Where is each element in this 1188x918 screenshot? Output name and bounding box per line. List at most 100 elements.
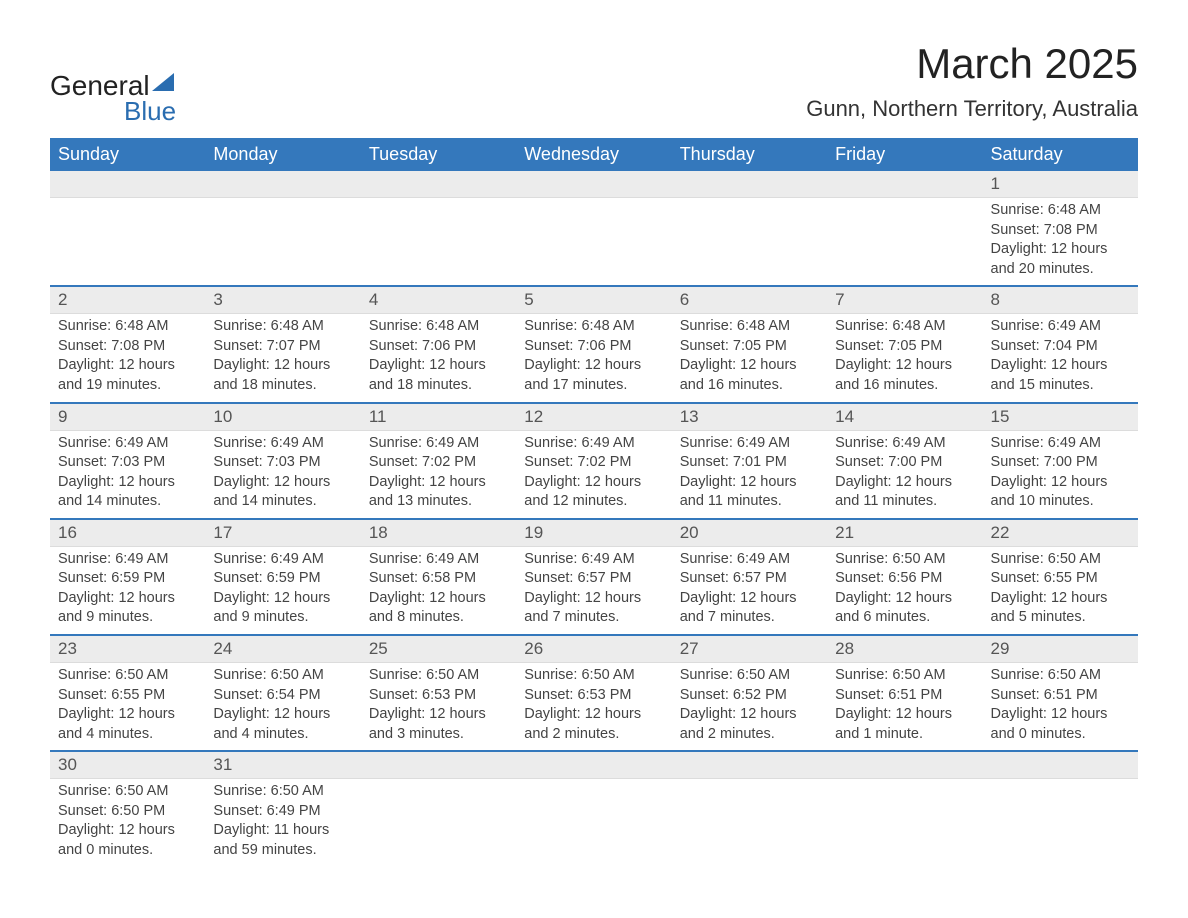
day-number: 4: [361, 287, 516, 314]
calendar-table: SundayMondayTuesdayWednesdayThursdayFrid…: [50, 138, 1138, 867]
sunrise-line: Sunrise: 6:50 AM: [58, 666, 197, 686]
day-body: Sunrise: 6:50 AMSunset: 6:53 PMDaylight:…: [361, 663, 516, 750]
sunrise-line: Sunrise: 6:49 AM: [369, 434, 508, 454]
calendar-week-row: 23Sunrise: 6:50 AMSunset: 6:55 PMDayligh…: [50, 635, 1138, 751]
daylight-line: Daylight: 12 hours and 15 minutes.: [991, 356, 1130, 395]
calendar-day-cell: 25Sunrise: 6:50 AMSunset: 6:53 PMDayligh…: [361, 635, 516, 751]
daylight-line: Daylight: 12 hours and 18 minutes.: [369, 356, 508, 395]
calendar-day-cell: 18Sunrise: 6:49 AMSunset: 6:58 PMDayligh…: [361, 519, 516, 635]
day-number: 8: [983, 287, 1138, 314]
day-number: 5: [516, 287, 671, 314]
day-body: Sunrise: 6:48 AMSunset: 7:08 PMDaylight:…: [983, 198, 1138, 285]
calendar-day-cell: 20Sunrise: 6:49 AMSunset: 6:57 PMDayligh…: [672, 519, 827, 635]
sunrise-line: Sunrise: 6:49 AM: [524, 550, 663, 570]
calendar-day-cell: 27Sunrise: 6:50 AMSunset: 6:52 PMDayligh…: [672, 635, 827, 751]
day-body: Sunrise: 6:49 AMSunset: 7:02 PMDaylight:…: [516, 431, 671, 518]
calendar-empty-cell: [516, 171, 671, 286]
day-body: Sunrise: 6:49 AMSunset: 6:57 PMDaylight:…: [516, 547, 671, 634]
sunset-line: Sunset: 7:02 PM: [369, 453, 508, 473]
sunset-line: Sunset: 7:01 PM: [680, 453, 819, 473]
weekday-header: Tuesday: [361, 138, 516, 171]
day-number: 30: [50, 752, 205, 779]
sunset-line: Sunset: 6:49 PM: [213, 802, 352, 822]
day-number: 27: [672, 636, 827, 663]
daylight-line: Daylight: 12 hours and 2 minutes.: [680, 705, 819, 744]
daylight-line: Daylight: 12 hours and 13 minutes.: [369, 473, 508, 512]
empty-daynum: [672, 752, 827, 779]
sunrise-line: Sunrise: 6:50 AM: [369, 666, 508, 686]
day-body: Sunrise: 6:50 AMSunset: 6:55 PMDaylight:…: [983, 547, 1138, 634]
sunrise-line: Sunrise: 6:50 AM: [680, 666, 819, 686]
calendar-week-row: 30Sunrise: 6:50 AMSunset: 6:50 PMDayligh…: [50, 751, 1138, 866]
sunrise-line: Sunrise: 6:50 AM: [213, 782, 352, 802]
calendar-empty-cell: [516, 751, 671, 866]
sunrise-line: Sunrise: 6:50 AM: [58, 782, 197, 802]
day-number: 21: [827, 520, 982, 547]
day-number: 15: [983, 404, 1138, 431]
empty-daynum: [827, 752, 982, 779]
sunset-line: Sunset: 7:05 PM: [680, 337, 819, 357]
sunrise-line: Sunrise: 6:49 AM: [835, 434, 974, 454]
sunrise-line: Sunrise: 6:48 AM: [58, 317, 197, 337]
month-title: March 2025: [806, 40, 1138, 88]
weekday-header: Thursday: [672, 138, 827, 171]
empty-daynum: [672, 171, 827, 198]
sunset-line: Sunset: 7:03 PM: [58, 453, 197, 473]
calendar-day-cell: 22Sunrise: 6:50 AMSunset: 6:55 PMDayligh…: [983, 519, 1138, 635]
calendar-day-cell: 3Sunrise: 6:48 AMSunset: 7:07 PMDaylight…: [205, 286, 360, 402]
daylight-line: Daylight: 12 hours and 16 minutes.: [835, 356, 974, 395]
day-number: 31: [205, 752, 360, 779]
sunrise-line: Sunrise: 6:49 AM: [680, 434, 819, 454]
calendar-day-cell: 4Sunrise: 6:48 AMSunset: 7:06 PMDaylight…: [361, 286, 516, 402]
sunrise-line: Sunrise: 6:50 AM: [991, 666, 1130, 686]
day-number: 14: [827, 404, 982, 431]
day-number: 9: [50, 404, 205, 431]
day-body: Sunrise: 6:49 AMSunset: 6:59 PMDaylight:…: [205, 547, 360, 634]
sunset-line: Sunset: 6:51 PM: [835, 686, 974, 706]
calendar-day-cell: 16Sunrise: 6:49 AMSunset: 6:59 PMDayligh…: [50, 519, 205, 635]
title-block: March 2025 Gunn, Northern Territory, Aus…: [806, 40, 1138, 132]
weekday-header: Saturday: [983, 138, 1138, 171]
sunrise-line: Sunrise: 6:50 AM: [991, 550, 1130, 570]
calendar-day-cell: 24Sunrise: 6:50 AMSunset: 6:54 PMDayligh…: [205, 635, 360, 751]
day-number: 25: [361, 636, 516, 663]
sunset-line: Sunset: 6:53 PM: [369, 686, 508, 706]
sunset-line: Sunset: 6:54 PM: [213, 686, 352, 706]
empty-daynum: [205, 171, 360, 198]
day-body: Sunrise: 6:50 AMSunset: 6:54 PMDaylight:…: [205, 663, 360, 750]
sunset-line: Sunset: 6:55 PM: [58, 686, 197, 706]
sunset-line: Sunset: 6:59 PM: [213, 569, 352, 589]
day-number: 19: [516, 520, 671, 547]
day-number: 26: [516, 636, 671, 663]
daylight-line: Daylight: 12 hours and 5 minutes.: [991, 589, 1130, 628]
day-body: Sunrise: 6:49 AMSunset: 6:58 PMDaylight:…: [361, 547, 516, 634]
empty-daynum: [516, 171, 671, 198]
calendar-day-cell: 19Sunrise: 6:49 AMSunset: 6:57 PMDayligh…: [516, 519, 671, 635]
sunset-line: Sunset: 6:57 PM: [524, 569, 663, 589]
calendar-day-cell: 11Sunrise: 6:49 AMSunset: 7:02 PMDayligh…: [361, 403, 516, 519]
daylight-line: Daylight: 12 hours and 0 minutes.: [991, 705, 1130, 744]
calendar-empty-cell: [672, 171, 827, 286]
empty-body: [827, 198, 982, 285]
daylight-line: Daylight: 12 hours and 7 minutes.: [680, 589, 819, 628]
sunrise-line: Sunrise: 6:48 AM: [213, 317, 352, 337]
sunset-line: Sunset: 6:51 PM: [991, 686, 1130, 706]
calendar-day-cell: 13Sunrise: 6:49 AMSunset: 7:01 PMDayligh…: [672, 403, 827, 519]
day-number: 18: [361, 520, 516, 547]
daylight-line: Daylight: 12 hours and 10 minutes.: [991, 473, 1130, 512]
calendar-empty-cell: [205, 171, 360, 286]
sunset-line: Sunset: 7:03 PM: [213, 453, 352, 473]
calendar-body: 1Sunrise: 6:48 AMSunset: 7:08 PMDaylight…: [50, 171, 1138, 867]
day-body: Sunrise: 6:49 AMSunset: 7:01 PMDaylight:…: [672, 431, 827, 518]
day-number: 20: [672, 520, 827, 547]
day-body: Sunrise: 6:49 AMSunset: 7:02 PMDaylight:…: [361, 431, 516, 518]
sunset-line: Sunset: 6:53 PM: [524, 686, 663, 706]
empty-daynum: [983, 752, 1138, 779]
sunset-line: Sunset: 6:56 PM: [835, 569, 974, 589]
sunrise-line: Sunrise: 6:49 AM: [991, 434, 1130, 454]
day-number: 2: [50, 287, 205, 314]
day-body: Sunrise: 6:49 AMSunset: 7:00 PMDaylight:…: [983, 431, 1138, 518]
calendar-day-cell: 5Sunrise: 6:48 AMSunset: 7:06 PMDaylight…: [516, 286, 671, 402]
daylight-line: Daylight: 12 hours and 11 minutes.: [835, 473, 974, 512]
daylight-line: Daylight: 12 hours and 20 minutes.: [991, 240, 1130, 279]
